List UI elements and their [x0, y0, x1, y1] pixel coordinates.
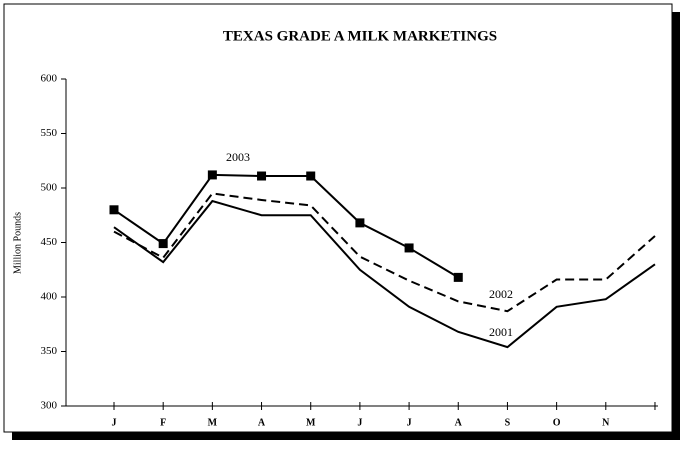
x-tick-label: J	[357, 417, 362, 428]
series-line	[113, 173, 459, 279]
y-tick-label: 500	[41, 182, 58, 194]
x-tick-label: N	[602, 417, 610, 428]
series-label: 2001	[489, 325, 513, 339]
x-tick-label: J	[112, 417, 117, 428]
y-tick-label: 550	[41, 127, 58, 139]
chart-title: TEXAS GRADE A MILK MARKETINGS	[223, 28, 497, 44]
x-tick-label: F	[160, 417, 166, 428]
y-axis-label: Million Pounds	[12, 212, 23, 274]
x-tick-label: S	[505, 417, 511, 428]
x-tick-label: O	[553, 417, 561, 428]
frame	[3, 3, 673, 433]
point-marker	[453, 272, 463, 282]
point-marker	[158, 239, 168, 249]
point-marker	[207, 170, 217, 180]
point-marker	[109, 205, 119, 215]
x-tick-label: A	[455, 417, 463, 428]
point-marker	[257, 171, 267, 181]
point-marker	[306, 171, 316, 181]
series-label: 2002	[489, 287, 513, 301]
series-label: 2003	[226, 150, 250, 164]
point-marker	[404, 243, 414, 253]
x-tick-label: M	[306, 417, 316, 428]
x-tick-label: J	[407, 417, 412, 428]
x-tick-label: A	[258, 417, 266, 428]
point-marker	[355, 218, 365, 228]
y-tick-label: 600	[41, 73, 58, 85]
y-tick-label: 350	[41, 345, 58, 357]
y-tick-label: 400	[41, 291, 58, 303]
x-tick-label: M	[208, 417, 218, 428]
series-line	[113, 199, 656, 349]
y-tick-label: 300	[41, 400, 58, 412]
y-tick-label: 450	[41, 236, 58, 248]
